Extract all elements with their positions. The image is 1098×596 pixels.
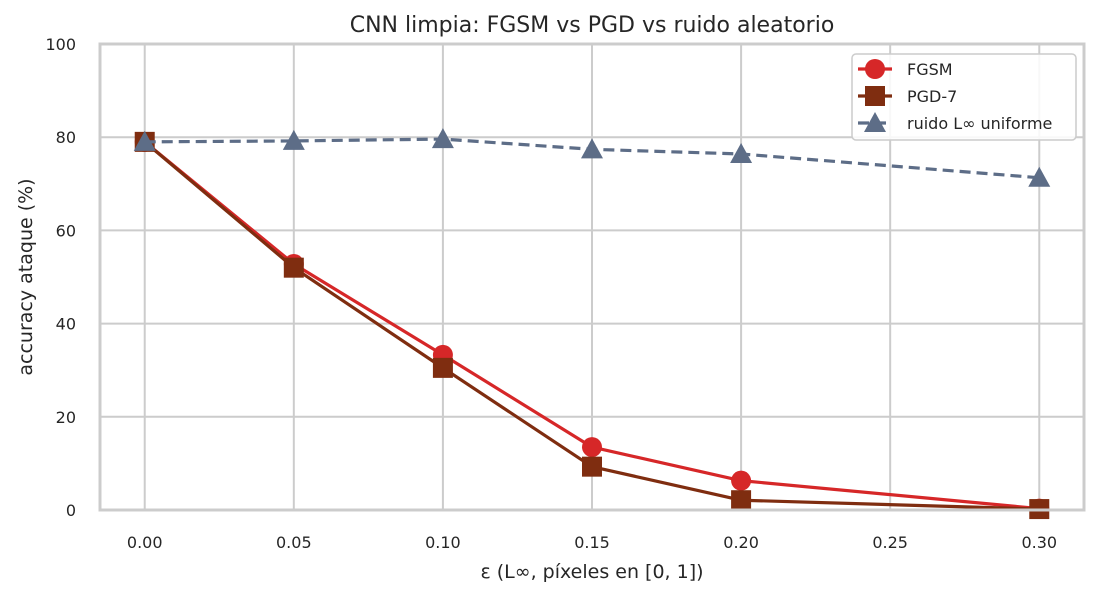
y-tick-label: 100 <box>45 35 76 54</box>
legend-item: PGD-7 <box>858 86 957 106</box>
series-line <box>143 140 1040 511</box>
x-axis-label: ε (L∞, píxeles en [0, 1]) <box>480 561 703 583</box>
series-line <box>144 137 1040 180</box>
data-point <box>730 142 753 163</box>
chart-title: CNN limpia: FGSM vs PGD vs ruido aleator… <box>350 13 835 38</box>
y-tick-label: 0 <box>66 501 76 520</box>
series-ruido-l-uniforme <box>133 128 1051 187</box>
data-point <box>581 138 603 159</box>
tick-labels: 0.00 0.05 0.10 0.15 0.20 0.25 0.30 0 20 40 60 80 100 <box>45 35 1057 552</box>
legend-item: FGSM <box>858 59 953 79</box>
data-point <box>283 257 304 278</box>
x-tick-label: 0.20 <box>723 533 759 552</box>
plot-frame <box>98 42 1086 512</box>
y-tick-label: 20 <box>56 408 76 427</box>
legend-item: ruido L∞ uniforme <box>858 112 1052 133</box>
legend-label: ruido L∞ uniforme <box>907 114 1052 133</box>
data-point <box>282 129 305 150</box>
data-point <box>582 456 602 477</box>
data-point <box>431 128 454 149</box>
data-point <box>731 490 752 511</box>
data-point <box>133 130 156 151</box>
legend: FGSM PGD-7 ruido L∞ uniforme <box>851 53 1077 141</box>
legend-marker <box>864 112 886 132</box>
y-axis-label: accuracy ataque (%) <box>15 178 37 375</box>
legend-box <box>851 53 1077 141</box>
series-layer <box>133 128 1051 520</box>
x-tick-label: 0.00 <box>127 533 163 552</box>
x-tick-label: 0.10 <box>425 533 461 552</box>
x-tick-label: 0.15 <box>574 533 610 552</box>
legend-label: FGSM <box>907 60 953 79</box>
legend-label: PGD-7 <box>907 87 957 106</box>
series-line <box>143 140 1040 511</box>
x-tick-label: 0.30 <box>1021 533 1057 552</box>
legend-marker <box>865 59 885 79</box>
y-tick-label: 80 <box>56 128 76 147</box>
x-tick-label: 0.25 <box>872 533 908 552</box>
legend-marker <box>865 86 885 106</box>
data-point <box>582 437 602 458</box>
y-tick-label: 40 <box>56 315 76 334</box>
x-tick-label: 0.05 <box>276 533 312 552</box>
data-point <box>432 357 453 378</box>
y-tick-label: 60 <box>56 221 76 240</box>
data-point <box>1028 166 1051 187</box>
data-point <box>731 470 752 491</box>
